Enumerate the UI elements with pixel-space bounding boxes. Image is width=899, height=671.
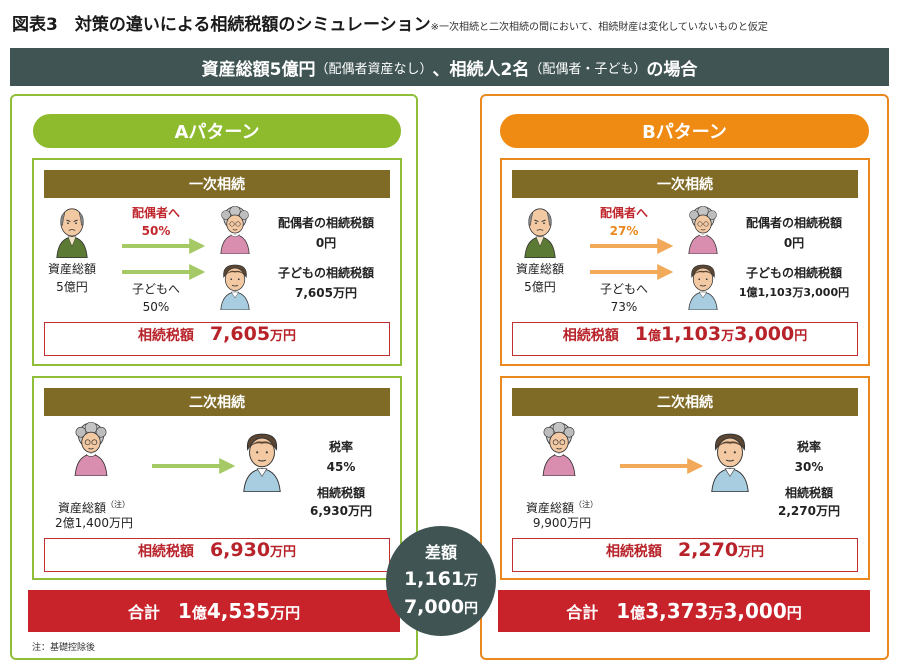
father-icon <box>524 208 556 258</box>
stage-head: 一次相続 <box>512 170 858 198</box>
banner-paren-1: （配偶者資産なし） <box>315 61 433 77</box>
banner-text-3: の場合 <box>646 59 698 80</box>
total-amount: 1億3,373万3,000円 <box>616 599 802 623</box>
spouse-tax-label: 配偶者の相続税額 <box>745 216 842 230</box>
arrow-to-spouse-icon <box>590 238 674 254</box>
pattern-b-first-inheritance: 一次相続 資産総額 5億円 配偶者へ 27% 子どもへ 73% 配偶者の相続税額… <box>500 158 870 366</box>
assets-label: 資産総額（注） <box>525 500 598 515</box>
child-tax-label: 子どもの相続税額 <box>277 266 374 280</box>
spouse-icon <box>688 206 718 254</box>
to-child-pct: 50% <box>142 300 170 314</box>
banner-paren-2: （配偶者・子ども） <box>529 61 647 77</box>
child-tax-label: 子どもの相続税額 <box>745 266 842 280</box>
banner-text-1: 資産総額5億円 <box>201 59 316 80</box>
spouse-tax-value: 0円 <box>783 236 805 250</box>
tax-amount: 2,270 <box>677 539 739 561</box>
child-tax-value: 1億1,103万3,000円 <box>738 286 850 299</box>
difference-badge: 差額 1,161万 7,000円 <box>386 526 496 636</box>
spouse-icon <box>542 422 576 476</box>
total-label: 合計 <box>566 603 599 622</box>
tax-unit: 万円 <box>270 329 297 344</box>
pattern-b-total: 合計 1億3,373万3,000円 <box>498 590 870 632</box>
assets-value: 5億円 <box>524 280 556 294</box>
arrow-to-child-icon <box>620 458 704 474</box>
child-icon <box>243 433 281 492</box>
to-child-pct: 73% <box>610 300 638 314</box>
rate-label: 税率 <box>328 440 353 454</box>
total-amount: 1億4,535万円 <box>177 599 301 623</box>
tax-small-label: 相続税額 <box>316 486 365 500</box>
pattern-b-title: Bパターン <box>500 114 869 148</box>
pattern-b-second-inheritance: 二次相続 資産総額（注） 9,900万円 税率 30% 相続税額 2,270万円… <box>500 376 870 580</box>
difference-line-1: 1,161万 <box>403 568 479 590</box>
tax-label: 相続税額 <box>137 328 194 344</box>
pattern-a-total: 合計 1億4,535万円 <box>28 590 400 632</box>
banner-text-2: 、相続人2名 <box>432 59 530 80</box>
stage-head: 一次相続 <box>44 170 390 198</box>
child-icon <box>711 433 749 492</box>
pattern-a-first-inheritance: 一次相続 資産総額 5億円 配偶者へ 50% 子どもへ 50% 配偶者の相続税額… <box>32 158 402 366</box>
tax-small-label: 相続税額 <box>784 486 833 500</box>
title-note: ※一次相続と二次相続の間において、相続財産は変化していないものと仮定 <box>430 22 768 33</box>
assets-label: 資産総額（注） <box>57 500 130 515</box>
tax-small-value: 2,270万円 <box>778 504 840 518</box>
tax-small-value: 6,930万円 <box>310 504 372 518</box>
arrow-to-child-icon <box>122 264 206 280</box>
stage-head: 二次相続 <box>512 388 858 416</box>
to-child-label: 子どもへ <box>131 282 180 296</box>
assets-value: 9,900万円 <box>532 516 592 530</box>
to-spouse-pct: 27% <box>609 224 639 238</box>
assets-label: 資産総額 <box>515 262 564 276</box>
footnote: 注：基礎控除後 <box>32 643 96 653</box>
spouse-icon <box>220 206 250 254</box>
first-tax-total: 相続税額 7,605 万円 <box>44 322 390 356</box>
spouse-tax-value: 0円 <box>315 236 337 250</box>
to-child-label: 子どもへ <box>599 282 648 296</box>
first-tax-total: 相続税額 1億1,103万3,000円 <box>512 322 858 356</box>
tax-label: 相続税額 <box>605 544 662 560</box>
title-text: 図表3 対策の違いによる相続税額のシミュレーション <box>12 15 431 35</box>
scenario-banner: 資産総額5億円 （配偶者資産なし） 、相続人2名 （配偶者・子ども） の場合 <box>10 48 889 86</box>
child-icon <box>220 264 250 310</box>
tax-label: 相続税額 <box>137 544 194 560</box>
pattern-a-title: Aパターン <box>33 114 401 148</box>
assets-label: 資産総額 <box>47 262 96 276</box>
father-icon <box>56 208 88 258</box>
child-tax-value: 7,605万円 <box>295 286 357 300</box>
tax-amount: 7,605 <box>209 323 271 345</box>
rate-value: 45% <box>326 460 356 474</box>
difference-line-2: 7,000円 <box>403 596 479 618</box>
spouse-icon <box>74 422 108 476</box>
assets-value: 5億円 <box>56 280 88 294</box>
stage-head: 二次相続 <box>44 388 390 416</box>
tax-unit: 万円 <box>270 545 297 560</box>
tax-label: 相続税額 <box>562 328 619 344</box>
to-spouse-pct: 50% <box>141 224 171 238</box>
arrow-to-child-icon <box>152 458 236 474</box>
rate-label: 税率 <box>796 440 821 454</box>
tax-amount: 1億1,103万3,000円 <box>634 323 808 345</box>
assets-value: 2億1,400万円 <box>55 516 133 530</box>
total-label: 合計 <box>127 603 160 622</box>
pattern-a-second-inheritance: 二次相続 資産総額（注） 2億1,400万円 税率 45% 相続税額 6,930… <box>32 376 402 580</box>
arrow-to-child-icon <box>590 264 674 280</box>
child-icon <box>688 264 718 310</box>
to-spouse-label: 配偶者へ <box>131 206 180 220</box>
second-tax-total: 相続税額 2,270 万円 <box>512 538 858 572</box>
arrow-to-spouse-icon <box>122 238 206 254</box>
page-title: 図表3 対策の違いによる相続税額のシミュレーション※一次相続と二次相続の間におい… <box>12 10 768 35</box>
difference-label: 差額 <box>424 543 457 562</box>
spouse-tax-label: 配偶者の相続税額 <box>277 216 374 230</box>
second-tax-total: 相続税額 6,930 万円 <box>44 538 390 572</box>
to-spouse-label: 配偶者へ <box>599 206 648 220</box>
rate-value: 30% <box>794 460 824 474</box>
tax-amount: 6,930 <box>209 539 271 561</box>
tax-unit: 万円 <box>738 545 765 560</box>
